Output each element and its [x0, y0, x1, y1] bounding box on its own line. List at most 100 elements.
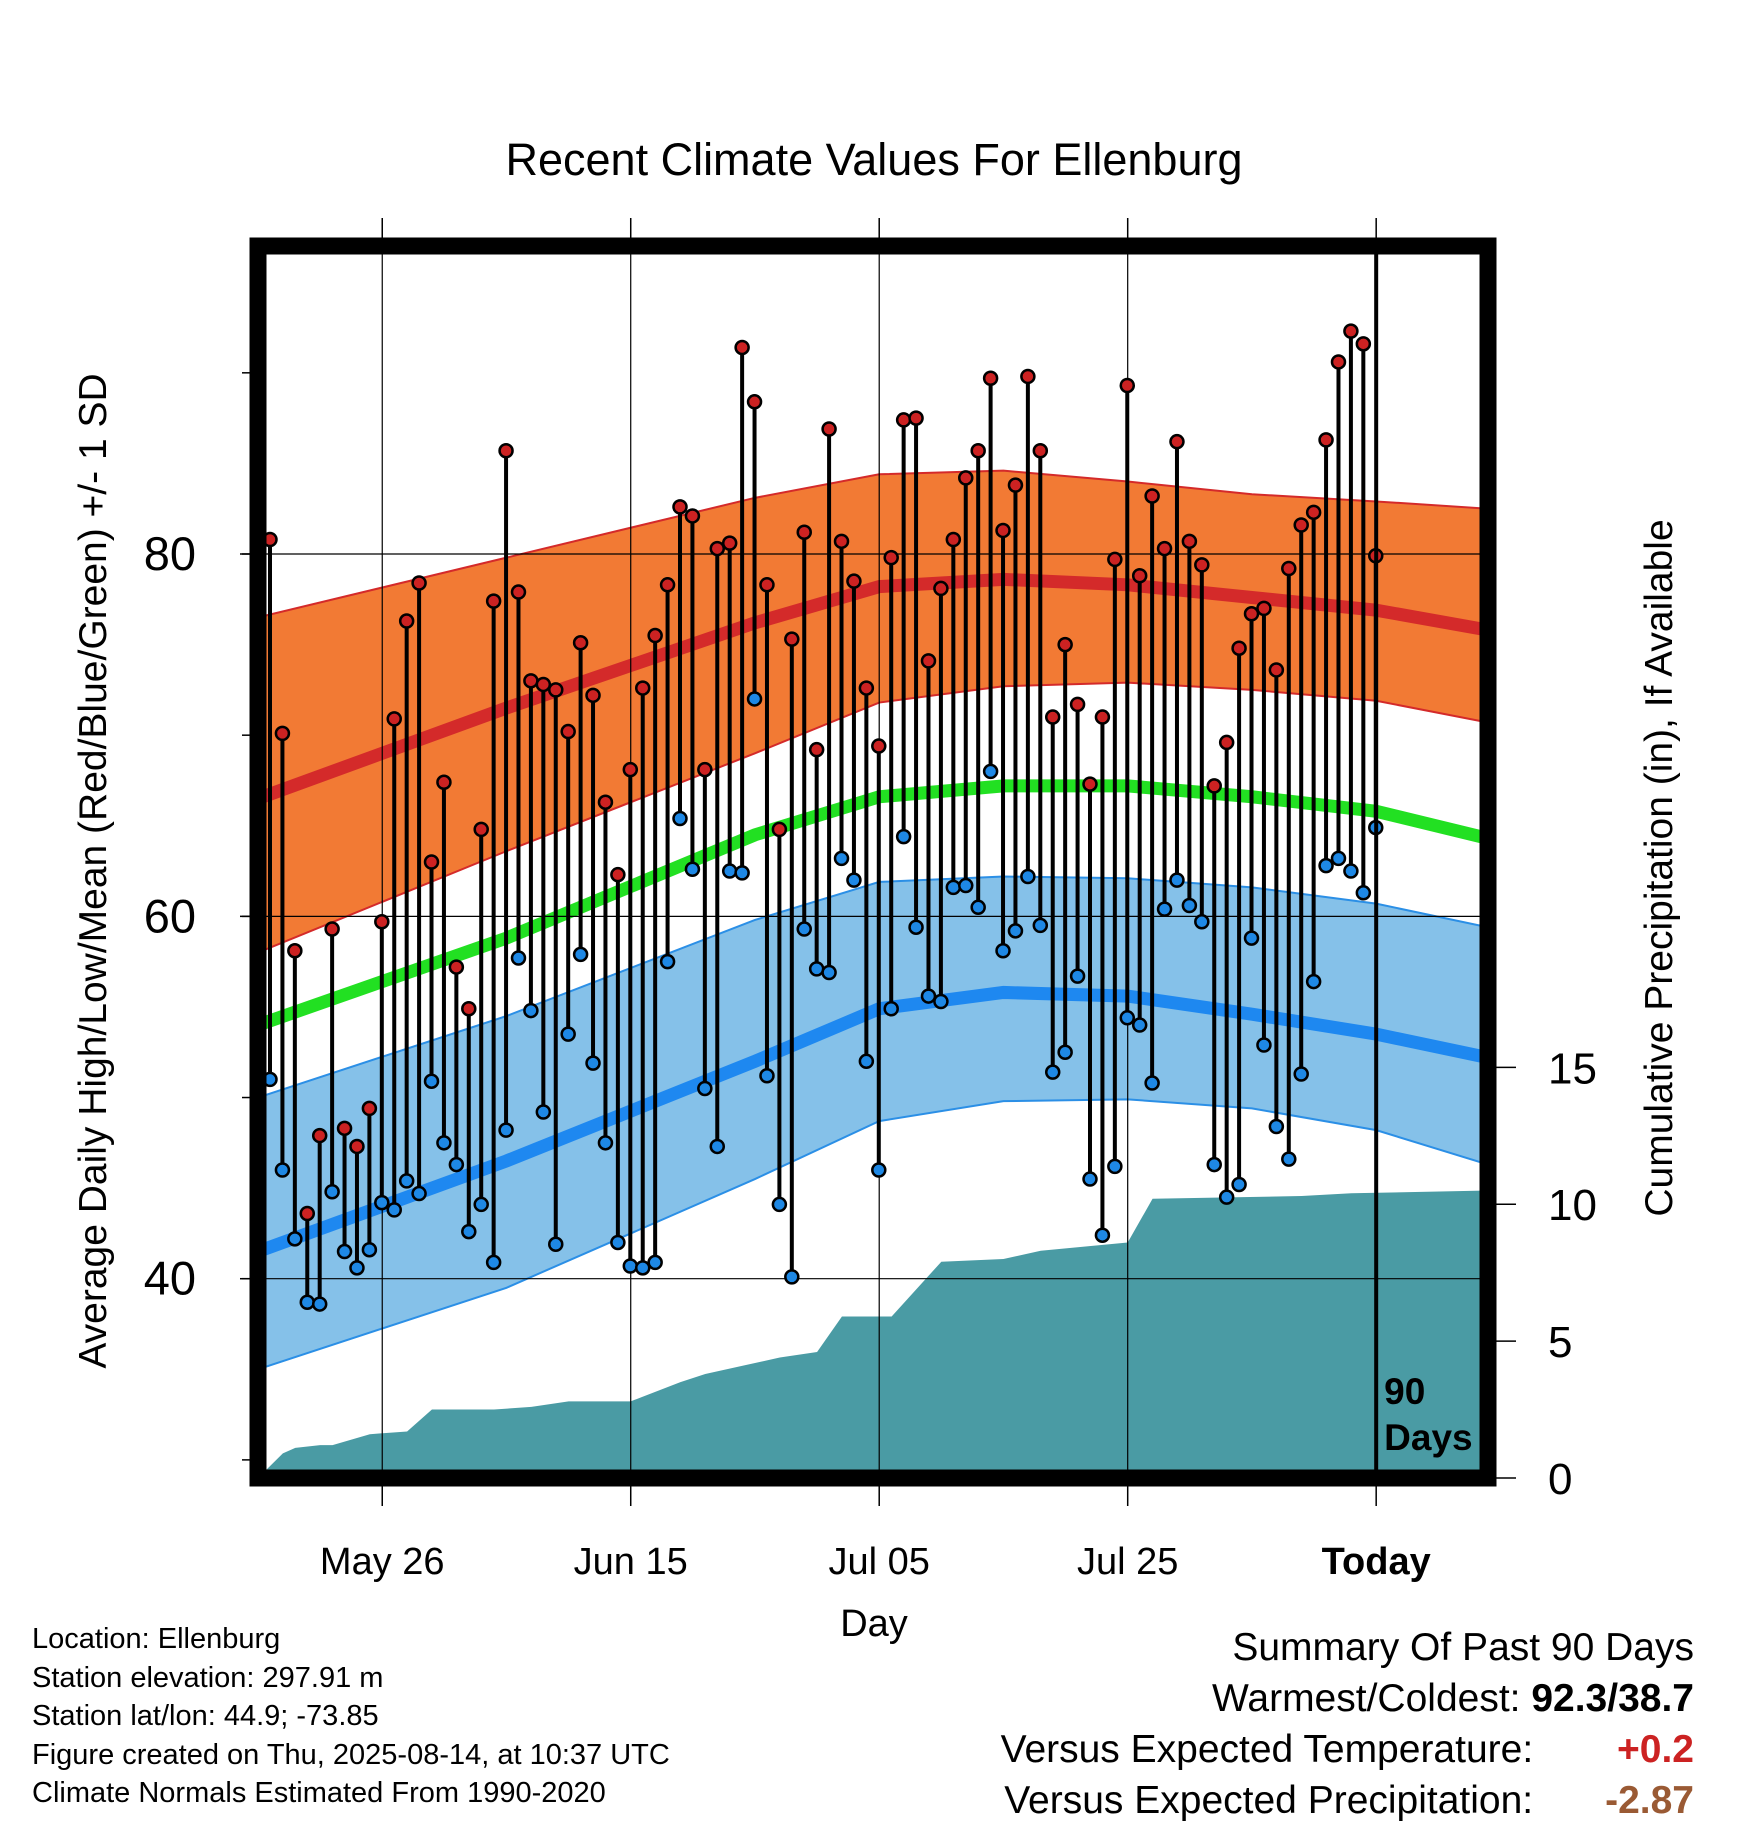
daily-low-point — [1256, 1037, 1272, 1053]
daily-low-point — [684, 861, 701, 877]
daily-low-point — [324, 1183, 340, 1200]
daily-low-point — [597, 1135, 614, 1151]
daily-low-point — [610, 1234, 626, 1251]
high-sd-upper-line — [258, 469, 1488, 619]
daily-low-point — [1206, 1156, 1222, 1173]
daily-low-point — [647, 1254, 663, 1271]
daily-high-point — [535, 676, 552, 693]
daily-high-point — [833, 533, 850, 550]
daily-high-point — [1156, 540, 1173, 557]
daily-high-point — [1256, 600, 1272, 617]
daily-high-point — [709, 540, 726, 557]
daily-low-point — [721, 863, 738, 879]
daily-low-point — [709, 1138, 726, 1155]
daily-high-point — [1020, 368, 1036, 385]
daily-high-point — [473, 821, 489, 838]
daily-low-point — [349, 1260, 365, 1276]
daily-low-point — [523, 1002, 539, 1019]
x-tick-label: May 26 — [320, 1541, 445, 1583]
daily-low-point — [771, 1196, 788, 1213]
daily-high-point — [274, 725, 291, 742]
daily-low-point — [485, 1254, 502, 1271]
daily-low-point — [1044, 1064, 1061, 1080]
daily-high-point — [858, 680, 875, 696]
daily-low-point — [672, 810, 688, 827]
daily-low-point — [1355, 885, 1372, 901]
elevation-text: Station elevation: 297.91 m — [32, 1661, 384, 1694]
daily-high-point — [1107, 551, 1123, 568]
daily-high-point — [1305, 504, 1322, 521]
y-tick-label-right: 15 — [1548, 1044, 1597, 1093]
daily-low-point — [1057, 1044, 1073, 1060]
daily-low-point — [1281, 1151, 1297, 1167]
precip-vs-expected-value: -2.87 — [1605, 1779, 1694, 1822]
daily-low-point — [274, 1162, 291, 1178]
daily-low-point — [622, 1258, 639, 1274]
temp-vs-expected-label: Versus Expected Temperature: — [1000, 1728, 1534, 1771]
y-axis-label-right: Cumulative Precipitation (in), If Availa… — [1638, 519, 1681, 1216]
daily-high-point — [970, 442, 986, 459]
daily-high-point — [796, 524, 812, 541]
daily-high-point — [684, 508, 701, 524]
daily-low-point — [871, 1162, 887, 1178]
daily-high-point — [622, 761, 639, 778]
daily-low-point — [498, 1122, 514, 1138]
daily-high-point — [597, 794, 614, 810]
daily-high-point — [349, 1138, 365, 1155]
daily-low-point — [311, 1296, 328, 1312]
daily-low-point — [895, 828, 912, 845]
daily-low-point — [436, 1135, 452, 1151]
daily-high-point — [436, 774, 452, 791]
created-text: Figure created on Thu, 2025-08-14, at 10… — [32, 1738, 670, 1771]
daily-low-point — [982, 763, 999, 780]
daily-low-point — [746, 691, 763, 707]
precip-area — [258, 1190, 1488, 1478]
plot-frame — [249, 237, 1497, 1487]
daily-high-point — [548, 682, 564, 698]
daily-high-point — [1355, 336, 1372, 352]
daily-high-point — [361, 1100, 378, 1117]
y-axis-label-left: Average Daily High/Low/Mean (Red/Blue/Gr… — [72, 373, 115, 1368]
daily-high-point — [1094, 709, 1111, 725]
daily-high-point — [411, 575, 427, 591]
daily-high-point — [659, 577, 676, 593]
daily-low-point — [796, 921, 812, 937]
daily-high-point — [1007, 477, 1024, 493]
daily-low-point — [411, 1185, 427, 1202]
daily-high-point — [1144, 488, 1160, 504]
daily-high-point — [1218, 734, 1235, 751]
daily-low-point — [1020, 868, 1036, 885]
temp-vs-expected-row: Versus Expected Temperature: +0.2 — [1001, 1724, 1694, 1775]
daily-high-point — [821, 421, 837, 437]
daily-high-point — [1243, 606, 1260, 622]
daily-high-point — [461, 1001, 477, 1017]
daily-high-point — [1206, 778, 1222, 794]
daily-high-point — [808, 741, 825, 758]
daily-high-point — [1231, 640, 1247, 656]
latlon-text: Station lat/lon: 44.9; -73.85 — [32, 1700, 379, 1732]
daily-high-point — [933, 580, 949, 597]
daily-low-point — [1082, 1171, 1098, 1187]
daily-low-point — [958, 877, 974, 894]
daily-high-point — [746, 394, 763, 410]
daily-low-point — [535, 1104, 552, 1120]
daily-low-point — [846, 872, 862, 888]
daily-low-point — [659, 953, 676, 970]
daily-low-point — [461, 1223, 477, 1240]
daily-low-point — [287, 1231, 303, 1247]
daily-high-point — [871, 738, 887, 754]
daily-high-point — [647, 627, 663, 644]
daily-high-point — [287, 943, 303, 959]
daily-low-point — [585, 1055, 601, 1071]
daily-low-point — [883, 1001, 899, 1017]
daily-high-point — [1268, 662, 1285, 678]
daily-low-point — [759, 1068, 775, 1084]
daily-high-point — [572, 635, 589, 651]
daily-low-point — [473, 1196, 489, 1213]
daily-low-point — [784, 1269, 800, 1285]
daily-low-point — [634, 1260, 651, 1276]
daily-high-point — [1330, 354, 1347, 370]
daily-high-point — [523, 673, 539, 689]
daily-low-point — [1194, 914, 1210, 930]
